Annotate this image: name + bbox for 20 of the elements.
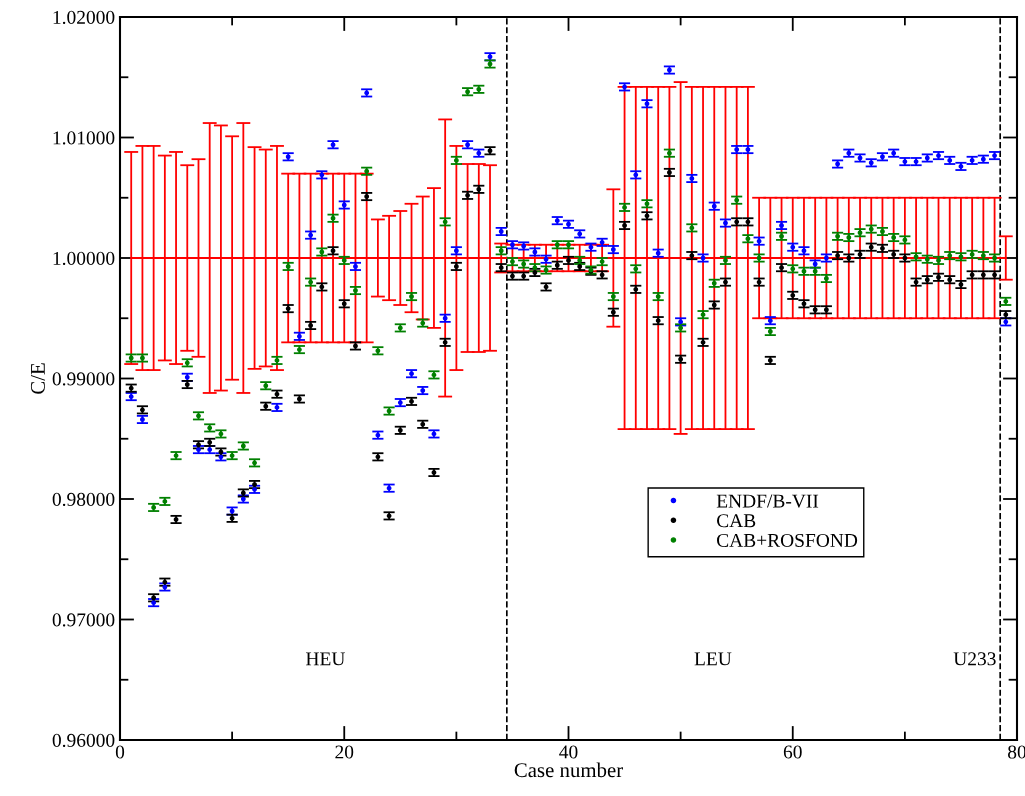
y-axis-title: C/E (30, 363, 45, 394)
x-tick-label: 40 (559, 745, 578, 759)
annotation: LEU (694, 652, 732, 666)
legend-label: ENDF/B-VII (716, 494, 819, 508)
legend-label: CAB+ROSFOND (717, 533, 858, 547)
legend-label: CAB (717, 514, 756, 528)
x-tick-label: 60 (783, 745, 802, 759)
y-tick-label: 0.98000 (52, 492, 115, 507)
x-tick-label: 20 (335, 745, 354, 759)
y-tick-label: 0.99000 (52, 372, 115, 386)
y-tick-label: 1.00000 (53, 251, 115, 266)
x-tick-label: 0 (115, 745, 125, 759)
y-tick-label: 0.96000 (52, 733, 115, 748)
annotation: HEU (305, 652, 345, 666)
x-axis-title: Case number (514, 762, 623, 778)
annotation: U233 (953, 652, 996, 666)
x-tick-label: 80 (1008, 745, 1025, 759)
y-tick-label: 0.97000 (52, 613, 115, 627)
y-tick-label: 1.02000 (53, 10, 115, 25)
y-tick-label: 1.01000 (53, 131, 115, 145)
